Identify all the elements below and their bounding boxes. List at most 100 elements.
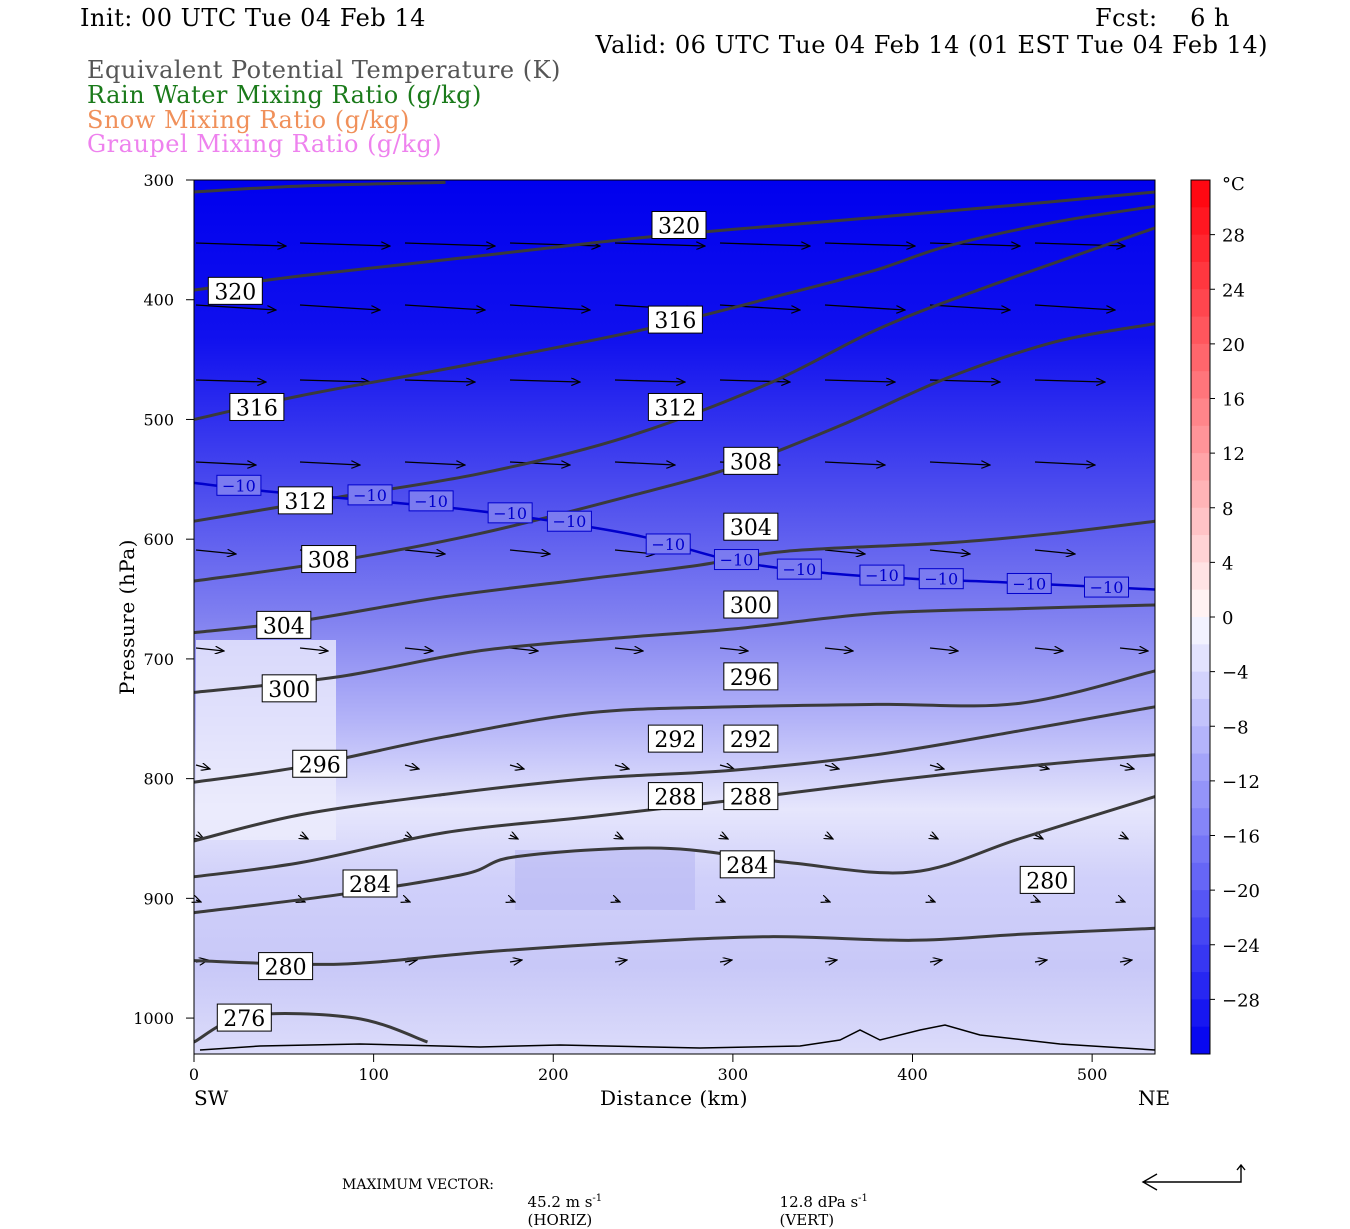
wind-vector — [720, 835, 728, 839]
wind-vector — [1034, 380, 1105, 382]
x-axis: 0 100 200 300 400 500 — [189, 1054, 1107, 1084]
wind-vector — [719, 648, 748, 651]
colorbar-bin — [1191, 617, 1210, 645]
y-tick-label: 900 — [143, 889, 174, 908]
theta-e-label-text: 280 — [1026, 869, 1068, 894]
colorbar-tick-label: 4 — [1222, 553, 1233, 574]
wind-vector — [1034, 304, 1115, 310]
wind-vector — [824, 960, 837, 962]
wind-vector — [1034, 550, 1075, 554]
colorbar-bin — [1191, 644, 1210, 673]
y-tick-label: 800 — [143, 770, 174, 789]
wind-vector — [509, 304, 590, 310]
theta-e-label: 308 — [723, 446, 779, 475]
wind-vector — [195, 462, 256, 465]
wind-vector — [1119, 765, 1134, 769]
isotherm-labels: −10 −10 −10 −10 −10 −10 −10 −10 −10 −10 −10 −10 — [216, 474, 1130, 598]
colorbar-bin — [1191, 234, 1210, 263]
vert-exponent: -1 — [858, 1193, 868, 1204]
wind-vector — [1034, 243, 1125, 246]
isotherm-label: −10 — [347, 484, 393, 506]
wind-vector — [299, 648, 328, 651]
isotherm-label-box — [776, 558, 822, 580]
wind-vector — [195, 550, 236, 554]
theta-e-label: 284 — [342, 869, 398, 898]
isotherm-label-text: −10 — [1090, 578, 1124, 597]
wind-vector — [1119, 648, 1148, 651]
theta-e-label-box — [229, 392, 285, 421]
theta-e-label: 276 — [216, 1003, 272, 1032]
wind-vector — [719, 960, 732, 962]
theta-e-label: 312 — [647, 392, 703, 421]
wind-vector — [510, 835, 518, 839]
colorbar-tick-label: −20 — [1222, 881, 1260, 902]
colorbar-bin — [1191, 944, 1210, 973]
wind-vector — [614, 462, 675, 465]
x-tick-label: 100 — [358, 1065, 389, 1084]
theta-e-contours — [193, 180, 1156, 1044]
wind-vector — [195, 243, 286, 246]
theta-e-label-text: 284 — [349, 873, 391, 898]
wind-vector — [929, 462, 990, 465]
wind-vector — [929, 765, 944, 769]
theta-e-label-text: 284 — [726, 854, 768, 879]
wind-vector — [509, 765, 524, 769]
wind-vector — [509, 462, 570, 465]
theta-e-label-text: 288 — [730, 786, 772, 811]
colorbar-bin — [1191, 207, 1210, 236]
isotherm-label: −10 — [776, 558, 822, 580]
theta-e-label-box — [647, 305, 703, 334]
wind-vector — [195, 765, 210, 769]
colorbar-bin — [1191, 398, 1210, 427]
wind-vector — [196, 900, 201, 902]
theta-e-label-text: 308 — [308, 549, 350, 574]
theta-e-label: 292 — [647, 724, 703, 753]
wind-vector — [510, 900, 515, 902]
x-axis-label: Distance (km) — [600, 1086, 748, 1110]
theta-e-label: 300 — [723, 590, 779, 619]
theta-e-label-text: 304 — [263, 614, 305, 639]
theta-e-labels: 320 320 316 316 312 312 308 308 304 304 300 300 296 2… — [207, 210, 1075, 1032]
theta-e-contour-320 — [193, 190, 1156, 292]
theta-e-label-box — [342, 869, 398, 898]
wind-vector — [404, 550, 445, 554]
wind-vector — [930, 900, 935, 902]
isotherm-label-text: −10 — [865, 566, 899, 585]
isotherm-label-box — [408, 490, 454, 512]
init-time: Init: 00 UTC Tue 04 Feb 14 — [80, 4, 426, 32]
x-tick-label: 300 — [718, 1065, 749, 1084]
wind-vector — [719, 304, 800, 310]
max-vector-horiz: 45.2 m s-1 (HORIZ) — [518, 1175, 603, 1229]
wind-vector — [299, 462, 360, 465]
colorbar-bin — [1191, 371, 1210, 399]
colorbar-bin — [1191, 753, 1210, 782]
colorbar-bin — [1191, 425, 1210, 454]
max-vector-label: MAXIMUM VECTOR: — [342, 1177, 494, 1193]
theta-e-label: 300 — [261, 674, 317, 703]
theta-e-contour-280 — [193, 926, 1156, 966]
isotherm-label-text: −10 — [782, 560, 816, 579]
theta-e-label-text: 308 — [730, 450, 772, 475]
colorbar-bin — [1191, 999, 1210, 1028]
horiz-unit: (HORIZ) — [527, 1211, 593, 1229]
wind-vector — [404, 462, 465, 465]
wind-vector — [719, 765, 734, 769]
theta-e-contour-292 — [193, 705, 1156, 843]
wind-vector — [824, 550, 865, 554]
wind-vector — [509, 380, 580, 382]
field-label-snow: Snow Mixing Ratio (g/kg) — [87, 106, 410, 134]
isotherm-label: −10 — [1006, 572, 1052, 594]
wind-vector — [404, 765, 419, 769]
field-label-rain: Rain Water Mixing Ratio (g/kg) — [87, 81, 482, 109]
colorbar-tick-label: 20 — [1222, 335, 1245, 356]
theta-e-contour-300 — [193, 603, 1156, 694]
y-axis: 300 400 500 600 700 800 900 1000 — [133, 171, 194, 1028]
reference-vector-arrow — [1141, 1163, 1246, 1191]
colorbar-bin — [1191, 780, 1210, 809]
isotherm-label-box — [487, 502, 533, 524]
colorbar-bin — [1191, 180, 1210, 208]
theta-e-label-box — [261, 674, 317, 703]
theta-e-label: 296 — [723, 662, 779, 691]
colorbar-tick-label: −4 — [1222, 663, 1249, 684]
wind-vector — [614, 765, 629, 769]
